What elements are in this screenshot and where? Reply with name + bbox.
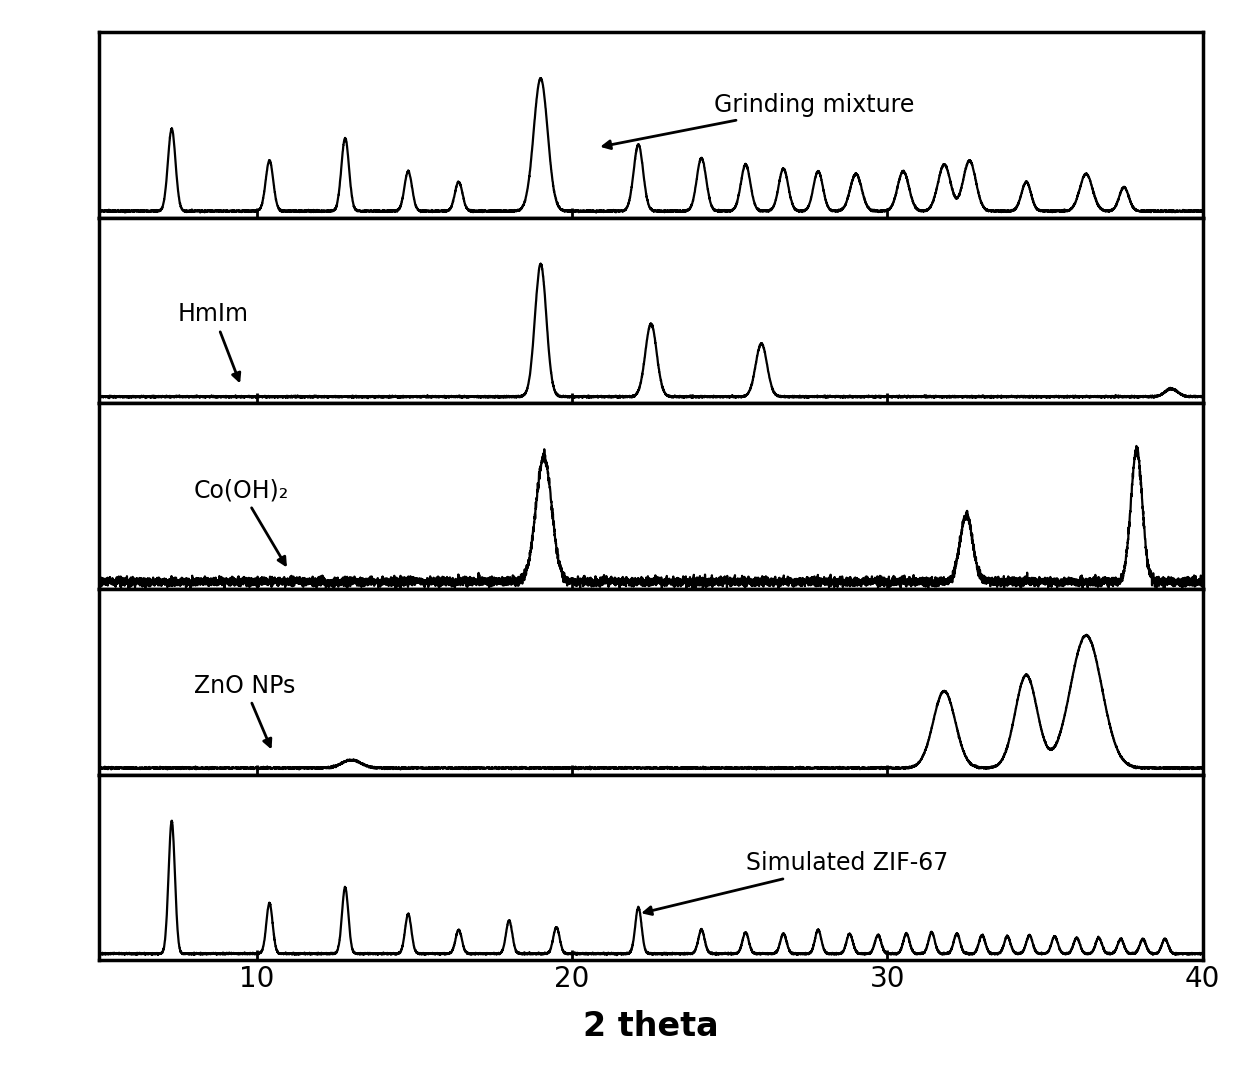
- Text: Co(OH)₂: Co(OH)₂: [193, 479, 289, 564]
- Text: Simulated ZIF-67: Simulated ZIF-67: [644, 851, 947, 914]
- Text: Grinding mixture: Grinding mixture: [603, 93, 914, 148]
- Text: HmIm: HmIm: [179, 302, 249, 381]
- Text: ZnO NPs: ZnO NPs: [193, 673, 295, 747]
- X-axis label: 2 theta: 2 theta: [583, 1009, 719, 1042]
